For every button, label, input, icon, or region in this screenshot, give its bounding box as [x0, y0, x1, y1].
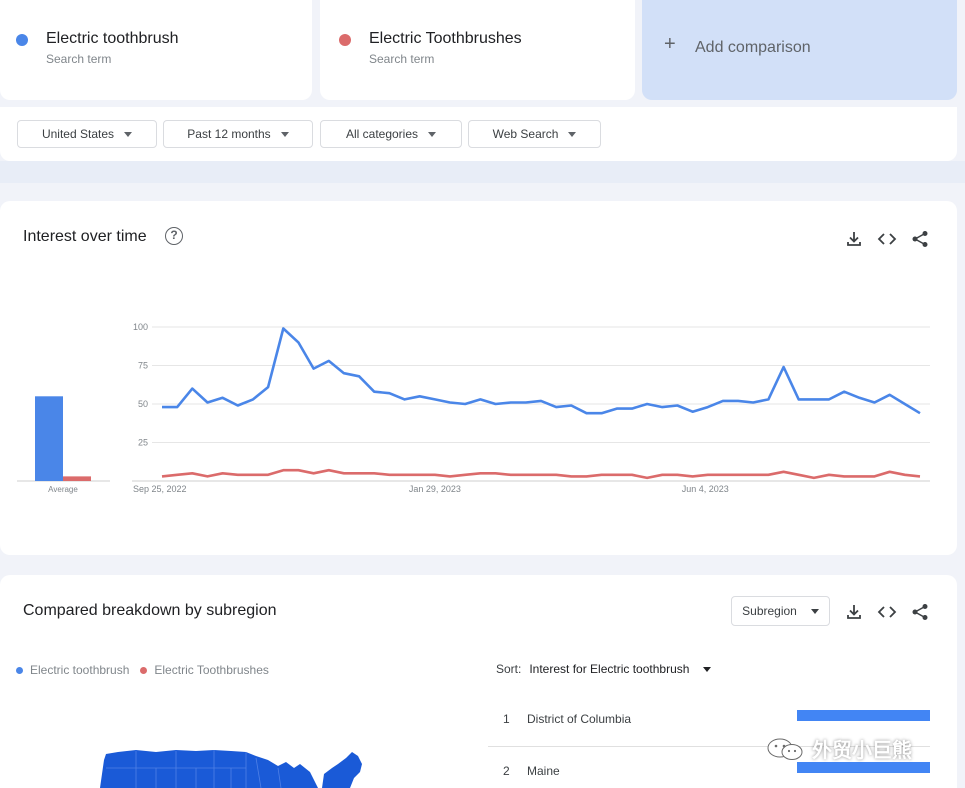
watermark: 外贸小巨熊 — [766, 734, 912, 763]
embed-icon[interactable] — [877, 602, 897, 622]
download-icon[interactable] — [844, 602, 864, 622]
caret-down-icon — [124, 131, 133, 137]
add-comparison-button[interactable]: + Add comparison — [642, 0, 957, 100]
term-color-dot-blue — [16, 34, 28, 46]
legend-dot-blue — [16, 666, 23, 674]
caret-down-icon — [810, 608, 819, 614]
help-icon[interactable]: ? — [165, 227, 183, 245]
region-share-bar — [797, 710, 930, 721]
sort-label: Sort: — [496, 662, 522, 676]
region-name: Maine — [527, 764, 560, 778]
term-card-2[interactable]: Electric Toothbrushes Search term — [320, 0, 635, 100]
term-card-1[interactable]: Electric toothbrush Search term — [0, 0, 312, 100]
filter-label: Past 12 months — [187, 127, 271, 141]
term-type-label: Search term — [369, 52, 435, 66]
search-type-filter[interactable]: Web Search — [468, 120, 601, 148]
breakdown-legend: Electric toothbrush Electric Toothbrushe… — [16, 663, 269, 677]
embed-icon[interactable] — [877, 229, 897, 249]
sort-control[interactable]: Sort: Interest for Electric toothbrush — [496, 662, 712, 676]
term-color-dot-red — [339, 34, 351, 46]
region-share-bar — [797, 762, 930, 773]
subregion-dropdown[interactable]: Subregion — [731, 596, 830, 626]
legend-label: Electric toothbrush — [30, 663, 130, 677]
legend-label: Electric Toothbrushes — [154, 663, 269, 677]
region-filter[interactable]: United States — [17, 120, 157, 148]
caret-down-icon — [428, 131, 437, 137]
section-separator — [0, 161, 965, 183]
us-map[interactable] — [96, 738, 376, 788]
plus-icon: + — [664, 33, 676, 55]
sort-value: Interest for Electric toothbrush — [529, 662, 690, 676]
download-icon[interactable] — [844, 229, 864, 249]
filter-bar: United States Past 12 months All categor… — [0, 107, 957, 161]
caret-down-icon — [568, 131, 577, 137]
filter-label: All categories — [345, 127, 419, 141]
interest-title: Interest over time — [23, 228, 147, 245]
term-name[interactable]: Electric toothbrush — [46, 30, 179, 47]
share-icon[interactable] — [910, 602, 930, 622]
region-row[interactable]: 2 Maine — [488, 762, 930, 788]
watermark-text: 外贸小巨熊 — [812, 738, 912, 762]
time-range-filter[interactable]: Past 12 months — [163, 120, 313, 148]
filter-label: Web Search — [492, 127, 559, 141]
wechat-icon — [767, 738, 803, 760]
share-icon[interactable] — [910, 229, 930, 249]
row-divider — [488, 746, 930, 747]
add-comparison-label: Add comparison — [695, 39, 811, 56]
breakdown-title: Compared breakdown by subregion — [23, 602, 277, 619]
region-rank: 1 — [503, 712, 510, 726]
region-row[interactable]: 1 District of Columbia — [488, 710, 930, 762]
term-name[interactable]: Electric Toothbrushes — [369, 30, 522, 47]
category-filter[interactable]: All categories — [320, 120, 462, 148]
region-rank: 2 — [503, 764, 510, 778]
filter-label: United States — [41, 127, 115, 141]
interest-over-time-card — [0, 201, 957, 555]
caret-down-icon — [703, 666, 712, 672]
caret-down-icon — [280, 131, 289, 137]
region-name: District of Columbia — [527, 712, 632, 726]
dropdown-label: Subregion — [742, 604, 797, 618]
legend-dot-red — [140, 666, 148, 674]
term-type-label: Search term — [46, 52, 112, 66]
